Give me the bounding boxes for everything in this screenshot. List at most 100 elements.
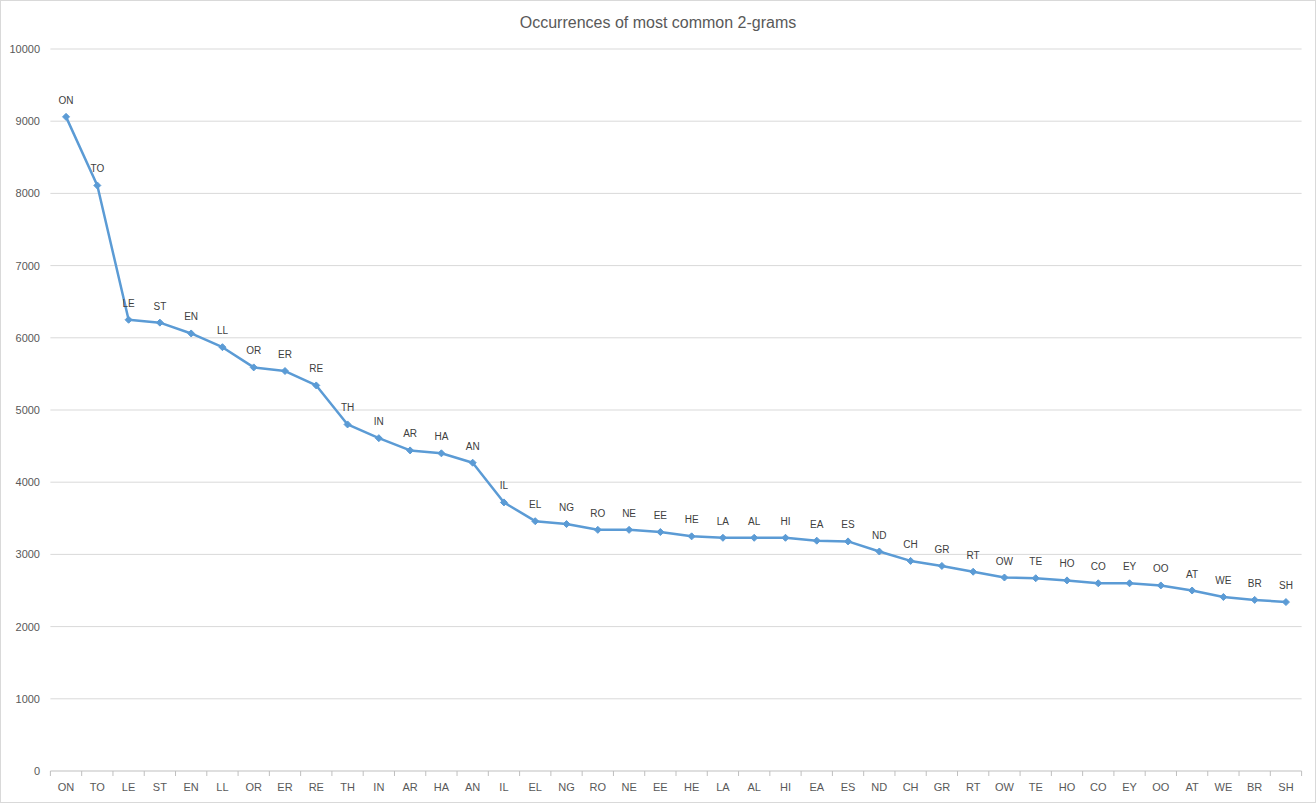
x-tick-label: OO	[1152, 781, 1170, 793]
y-tick-label: 3000	[16, 548, 40, 560]
y-tick-label: 10000	[9, 43, 40, 55]
series-line	[66, 117, 1286, 602]
title: Occurrences of most common 2-grams	[520, 14, 797, 31]
x-tick	[957, 771, 958, 776]
x-tick-label: NE	[621, 781, 636, 793]
x-tick-label: EE	[653, 781, 668, 793]
x-tick	[112, 771, 113, 776]
x-tick	[1082, 771, 1083, 776]
grid-line	[50, 554, 1301, 555]
point-label: OO	[1153, 563, 1169, 574]
marker	[1064, 577, 1071, 584]
point-label: ST	[153, 301, 166, 312]
x-tick-label: ER	[277, 781, 292, 793]
x-tick	[988, 771, 989, 776]
grid-line	[50, 482, 1301, 483]
marker	[563, 521, 570, 528]
grid-line	[50, 626, 1301, 627]
x-tick	[331, 771, 332, 776]
marker	[469, 459, 476, 466]
grid-line	[50, 698, 1301, 699]
x-tick-label: RT	[966, 781, 981, 793]
x-tick	[175, 771, 176, 776]
marker	[1126, 580, 1133, 587]
x-tick	[1239, 771, 1240, 776]
marker	[1189, 587, 1196, 594]
x-tick	[769, 771, 770, 776]
marker	[813, 537, 820, 544]
x-tick	[1270, 771, 1271, 776]
x-tick-label: EY	[1122, 781, 1137, 793]
grid-line	[50, 49, 1301, 50]
marker	[719, 534, 726, 541]
marker	[782, 534, 789, 541]
y-tick-label: 9000	[16, 115, 40, 127]
point-label: TO	[90, 163, 104, 174]
x-tick-label: IL	[499, 781, 508, 793]
marker	[63, 113, 70, 120]
point-label: ON	[59, 95, 74, 106]
point-label: EA	[810, 519, 824, 530]
x-tick-label: EN	[184, 781, 199, 793]
marker	[500, 499, 507, 506]
point-label: HO	[1060, 558, 1075, 569]
x-tick-label: TE	[1029, 781, 1043, 793]
point-label: OW	[996, 556, 1014, 567]
grid-line	[50, 410, 1301, 411]
x-tick-label: GR	[934, 781, 951, 793]
x-tick	[863, 771, 864, 776]
x-tick	[488, 771, 489, 776]
y-tick-label: 1000	[16, 693, 40, 705]
x-tick	[894, 771, 895, 776]
x-tick	[1176, 771, 1177, 776]
x-tick	[738, 771, 739, 776]
marker	[876, 548, 883, 555]
x-tick-label: RO	[590, 781, 607, 793]
x-tick	[613, 771, 614, 776]
point-label: HE	[685, 514, 699, 525]
x-tick	[1207, 771, 1208, 776]
point-label: IL	[500, 480, 509, 491]
x-tick	[144, 771, 145, 776]
x-tick-label: TH	[340, 781, 355, 793]
y-tick-label: 6000	[16, 332, 40, 344]
point-label: CO	[1091, 561, 1106, 572]
x-tick-label: HO	[1059, 781, 1076, 793]
plot-area	[63, 113, 1290, 605]
x-tick	[519, 771, 520, 776]
x-tick	[1301, 771, 1302, 776]
x-tick-label: LA	[716, 781, 730, 793]
point-label: EN	[184, 311, 198, 322]
x-tick	[269, 771, 270, 776]
point-label: ER	[278, 349, 292, 360]
marker	[970, 568, 977, 575]
x-tick-label: LE	[122, 781, 135, 793]
x-tick	[582, 771, 583, 776]
point-label: RE	[309, 363, 323, 374]
x-tick	[1113, 771, 1114, 776]
x-tick-label: AN	[465, 781, 480, 793]
grid-line	[50, 121, 1301, 122]
marker	[156, 319, 163, 326]
point-label: BR	[1248, 578, 1262, 589]
x-tick	[363, 771, 364, 776]
point-label: OR	[246, 345, 261, 356]
x-tick-label: AR	[402, 781, 417, 793]
x-tick-label: OW	[995, 781, 1015, 793]
point-label: WE	[1215, 575, 1231, 586]
marker	[1001, 574, 1008, 581]
marker	[657, 529, 664, 536]
point-label: TH	[341, 402, 354, 413]
marker	[1251, 596, 1258, 603]
x-tick	[81, 771, 82, 776]
marker	[751, 534, 758, 541]
marker	[438, 450, 445, 457]
point-label: LA	[717, 516, 730, 527]
marker	[282, 368, 289, 375]
x-tick	[238, 771, 239, 776]
marker	[313, 382, 320, 389]
x-tick	[206, 771, 207, 776]
x-tick	[676, 771, 677, 776]
x-tick-label: IN	[373, 781, 384, 793]
point-label: EE	[654, 510, 668, 521]
